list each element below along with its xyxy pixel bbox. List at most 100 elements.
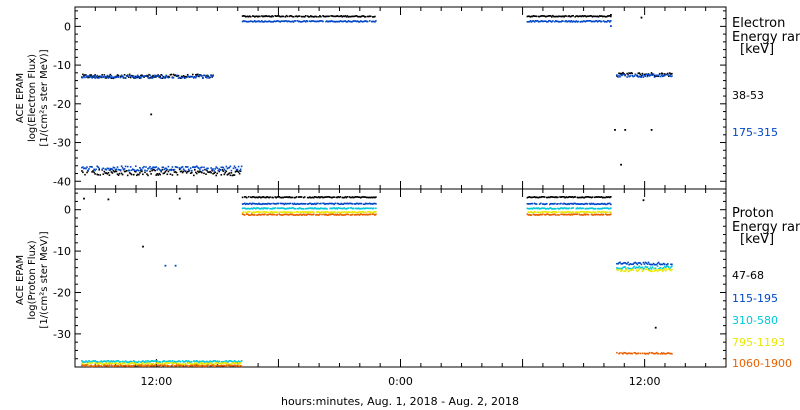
proton-data-point [302,208,305,210]
electron-data-point [184,76,187,79]
proton-data-point [532,207,535,209]
electron-data-point [96,76,98,79]
electron-data-point [225,165,228,168]
electron-data-point [569,15,571,18]
electron-data-point [180,75,183,78]
proton-data-point [213,365,215,367]
electron-data-point [246,21,249,23]
proton-data-point [623,351,625,354]
proton-data-point [617,269,619,271]
proton-data-point [145,364,147,367]
proton-data-point [156,364,158,367]
electron-data-point [94,169,96,172]
proton-data-point [346,211,349,213]
proton-data-point [607,202,609,205]
electron-data-point [560,15,562,18]
proton-data-point [288,196,291,198]
proton-data-point [587,211,590,213]
proton-data-point [144,365,146,367]
electron-data-point [82,166,84,168]
proton-data-point [654,352,657,355]
electron-data-point [120,165,123,167]
electron-data-point [140,170,142,172]
electron-data-point [204,168,206,171]
proton-data-point [310,207,312,209]
proton-data-point [582,203,585,206]
electron-data-point [366,15,369,18]
proton-data-point [256,207,258,209]
proton-data-point [657,352,660,355]
proton-data-point [530,207,533,210]
electron-data-point [309,15,311,18]
electron-data-point [136,75,138,78]
proton-data-point [609,196,611,199]
proton-data-point [582,211,585,214]
proton-data-point [322,196,324,199]
proton-data-point [350,211,353,214]
proton-data-point [563,202,565,205]
electron-data-point [591,16,594,18]
proton-data-point [329,196,331,199]
proton-data-point [599,203,602,205]
electron-legend-item-0: 38-53 [732,89,764,102]
electron-data-point [132,75,134,77]
proton-data-point [606,211,608,214]
electron-data-point [128,172,131,174]
proton-data-point [630,263,632,265]
electron-data-point [313,20,315,22]
proton-data-point [319,211,321,214]
electron-data-point [155,174,157,176]
proton-data-point [200,362,202,364]
electron-data-point [266,15,268,18]
proton-data-point [661,353,664,355]
proton-data-point [635,269,638,271]
proton-data-point [571,207,573,209]
proton-data-point [332,207,334,209]
proton-data-point [344,211,347,214]
electron-data-point [606,15,608,18]
proton-data-point [92,365,94,367]
electron-data-point [182,75,185,77]
proton-data-point [617,263,619,265]
electron-data-point [142,173,144,176]
proton-data-point [304,210,307,213]
electron-data-point [147,75,149,78]
proton-data-point [330,196,332,199]
proton-data-point [204,363,206,365]
proton-data-point [337,211,339,213]
electron-data-point [115,75,118,78]
proton-data-point [644,353,647,355]
proton-data-point [366,211,369,213]
electron-data-point [549,15,551,17]
proton-data-point [580,207,583,210]
proton-data-point [570,196,572,198]
proton-data-point [552,196,554,198]
electron-data-point [186,170,189,173]
electron-data-point [590,20,593,23]
proton-data-point [606,214,608,216]
electron-data-point [166,168,169,171]
electron-data-point [631,74,633,77]
electron-data-point [588,20,591,22]
electron-ylabel-line1: ACE EPAM [15,73,26,123]
proton-data-point [597,210,600,213]
proton-data-point [135,361,137,363]
proton-data-point [111,361,114,363]
proton-data-point [635,266,638,269]
proton-data-point [551,213,553,216]
proton-data-point [259,196,261,198]
proton-data-point [323,211,325,213]
proton-data-point [257,210,259,213]
proton-data-point [651,270,654,273]
electron-data-point [355,20,358,23]
electron-data-point [607,15,609,17]
proton-data-point [321,207,323,210]
proton-data-point [567,196,569,199]
proton-data-point [286,211,289,213]
proton-data-point [529,211,532,213]
proton-data-point [258,202,260,205]
proton-data-point [154,364,156,366]
proton-data-point [241,207,244,210]
electron-data-point [128,73,131,76]
electron-data-point [150,168,152,170]
